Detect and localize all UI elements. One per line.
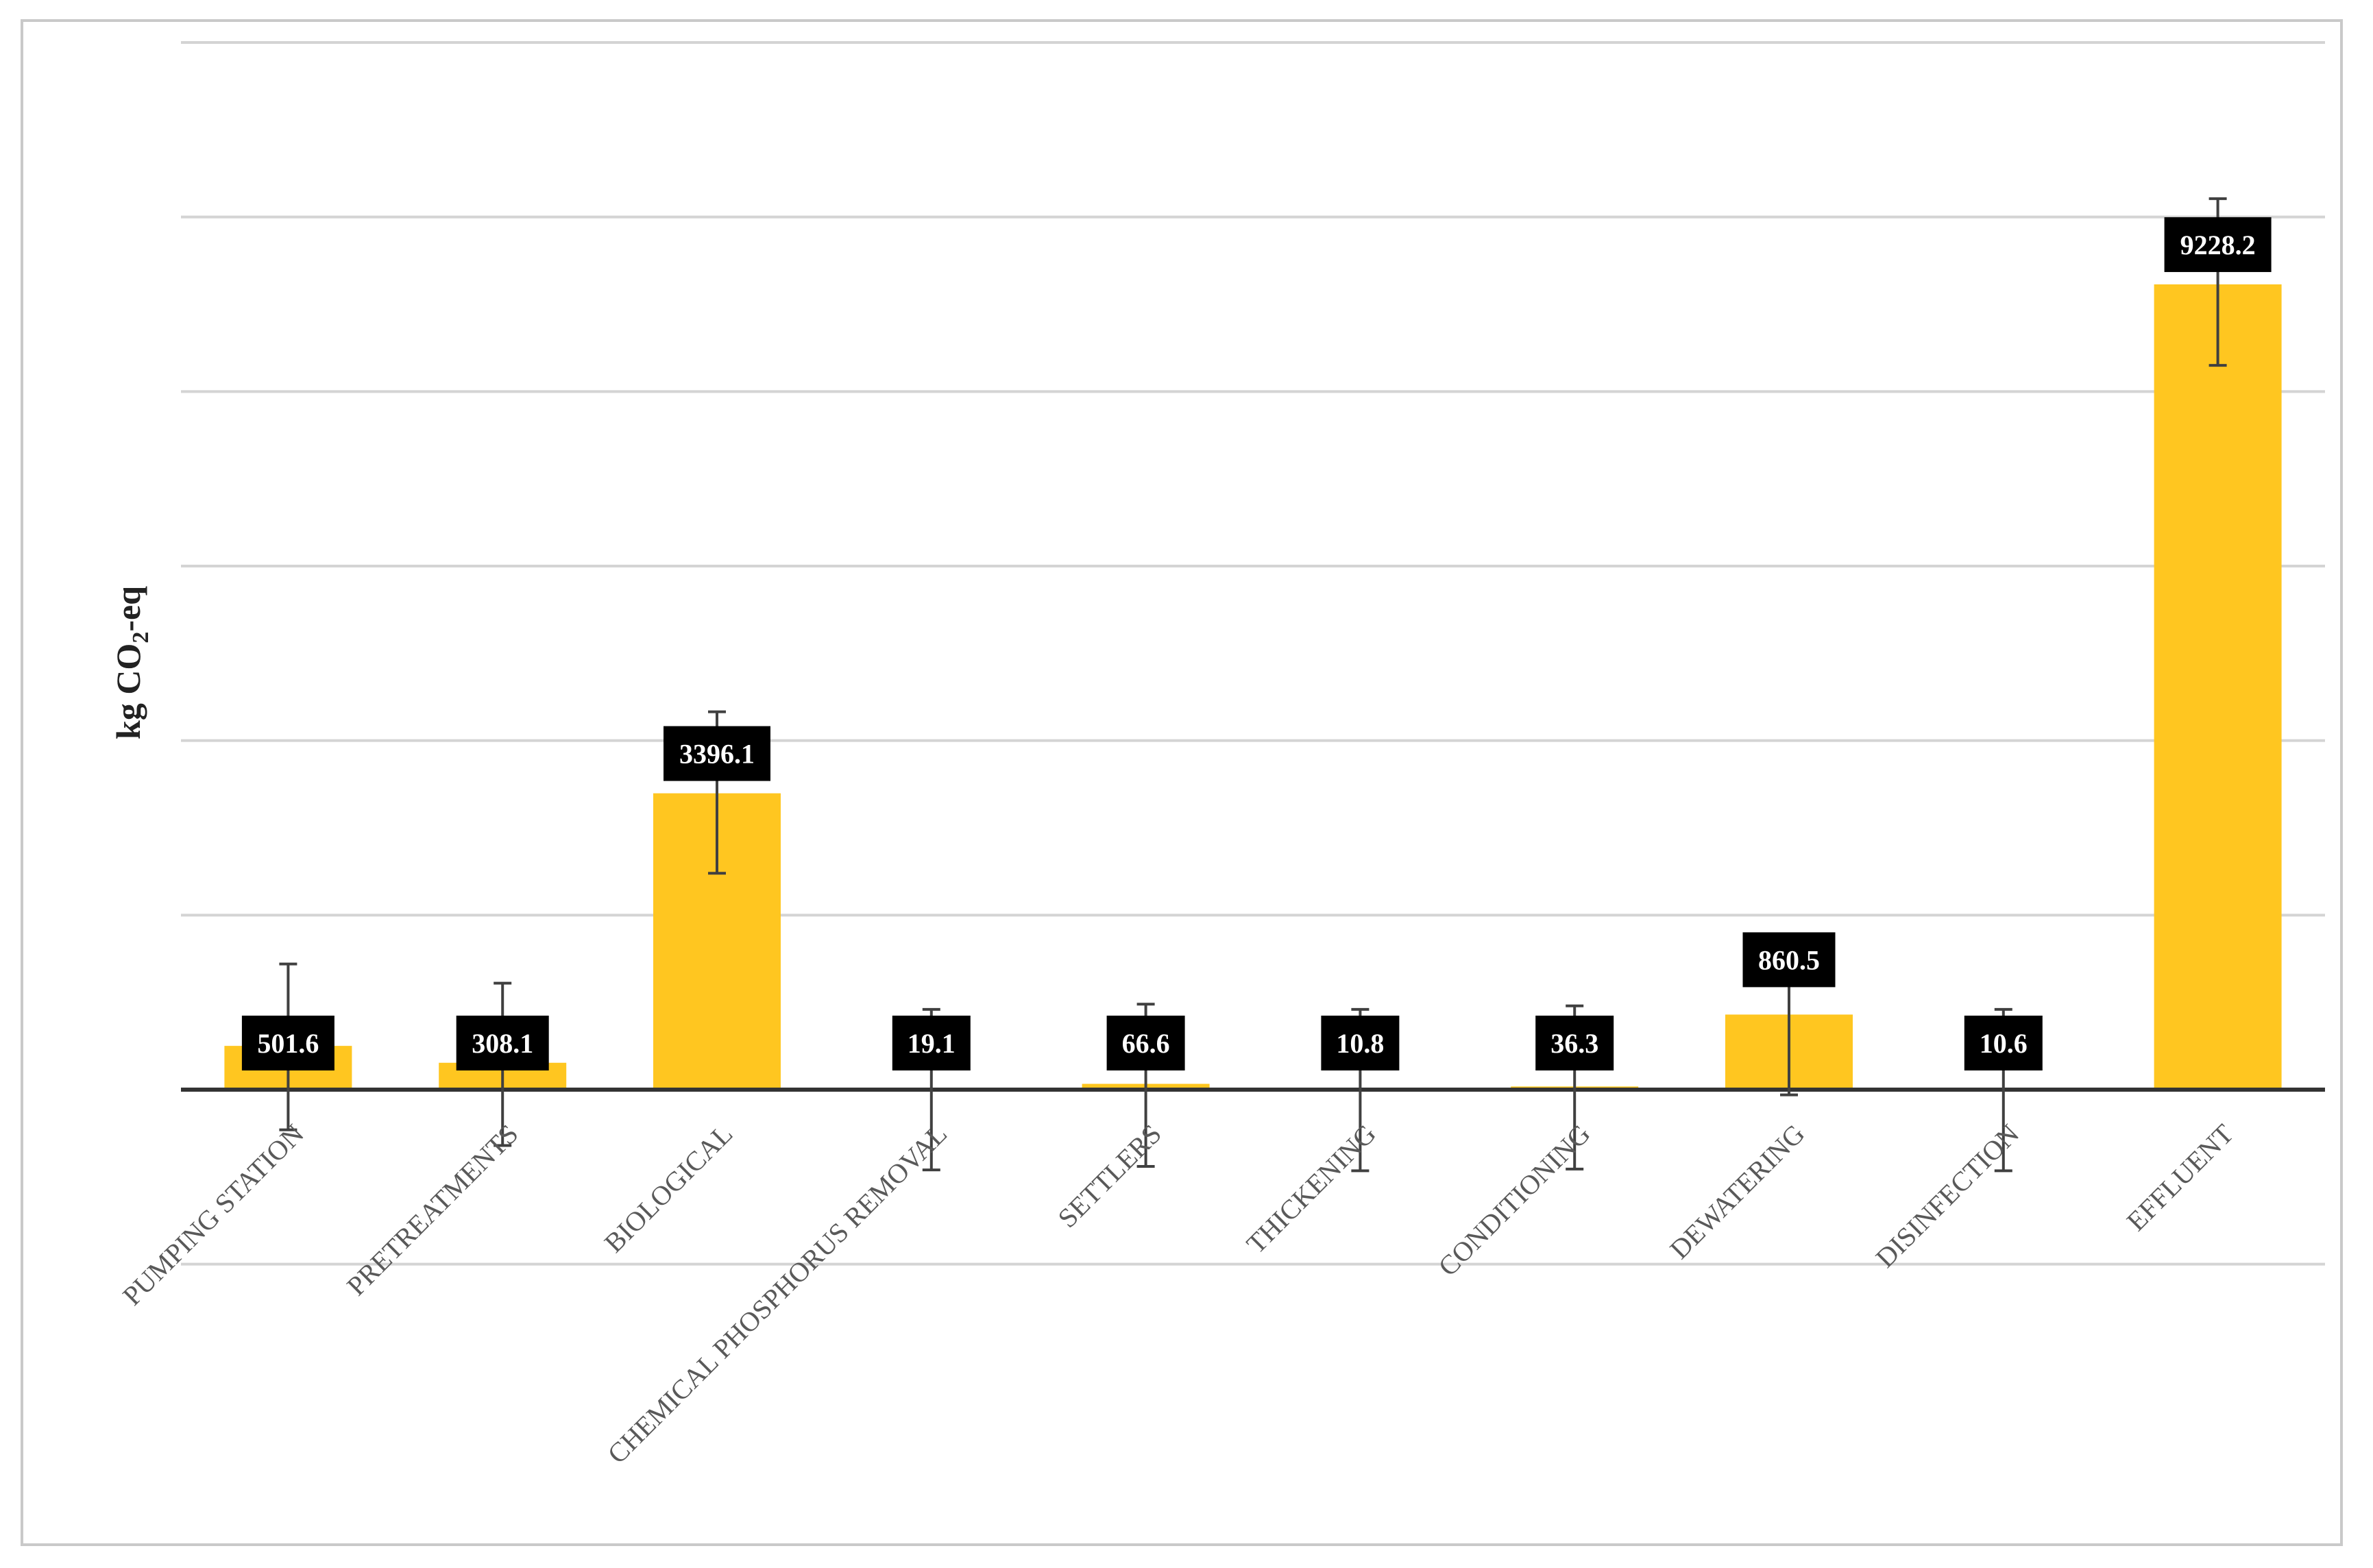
data-label-text: 860.5 bbox=[1758, 944, 1820, 975]
data-label: 308.1 bbox=[456, 1016, 549, 1070]
data-labels: 501.6 308.1 3396.1 19.1 66.6 10.8 36.3 860.5 10.… bbox=[241, 217, 2272, 1070]
category-label: PRETREATMENTS bbox=[341, 1118, 524, 1302]
data-label-text: 19.1 bbox=[908, 1028, 956, 1059]
category-label: CHEMICAL PHOSPHORUS REMOVAL bbox=[601, 1118, 953, 1470]
category-label: CONDITIONING bbox=[1432, 1118, 1596, 1282]
data-label-text: 3396.1 bbox=[679, 739, 755, 770]
data-label: 3396.1 bbox=[664, 726, 770, 781]
data-label-text: 501.6 bbox=[257, 1028, 319, 1059]
data-label: 501.6 bbox=[241, 1016, 334, 1070]
category-label: DISINFECTION bbox=[1870, 1118, 2025, 1274]
category-label: SETTLERS bbox=[1051, 1118, 1167, 1234]
category-label: PUMPING STATION bbox=[117, 1118, 310, 1312]
bars bbox=[224, 284, 2282, 1090]
gridlines bbox=[181, 41, 2325, 1266]
data-label-text: 66.6 bbox=[1122, 1028, 1170, 1059]
data-label: 19.1 bbox=[892, 1016, 971, 1070]
chart-frame: 501.6 308.1 3396.1 19.1 66.6 10.8 36.3 860.5 10.… bbox=[21, 19, 2343, 1546]
y-axis-label: kg CO2-eq bbox=[109, 586, 154, 739]
data-label-text: 9228.2 bbox=[2180, 230, 2256, 260]
data-label: 9228.2 bbox=[2164, 217, 2272, 272]
data-label: 36.3 bbox=[1535, 1016, 1614, 1070]
data-label: 66.6 bbox=[1106, 1016, 1185, 1070]
data-label-text: 308.1 bbox=[472, 1028, 533, 1059]
bar bbox=[2154, 284, 2282, 1090]
category-labels: PUMPING STATION PRETREATMENTS BIOLOGICALCH… bbox=[117, 1118, 2239, 1470]
data-label-text: 10.6 bbox=[1980, 1028, 2028, 1059]
data-label: 860.5 bbox=[1742, 932, 1836, 988]
data-label: 10.6 bbox=[1964, 1016, 2043, 1070]
data-label: 10.8 bbox=[1321, 1016, 1400, 1070]
data-label-text: 10.8 bbox=[1336, 1028, 1384, 1059]
category-label: BIOLOGICAL bbox=[598, 1118, 739, 1259]
category-label: EFFLUENT bbox=[2121, 1118, 2239, 1237]
category-label: DEWATERING bbox=[1664, 1118, 1810, 1265]
category-label: THICKENING bbox=[1241, 1118, 1382, 1260]
data-label-text: 36.3 bbox=[1550, 1028, 1598, 1059]
bar-chart: 501.6 308.1 3396.1 19.1 66.6 10.8 36.3 860.5 10.… bbox=[109, 41, 2325, 1470]
error-bars bbox=[279, 197, 2227, 1173]
